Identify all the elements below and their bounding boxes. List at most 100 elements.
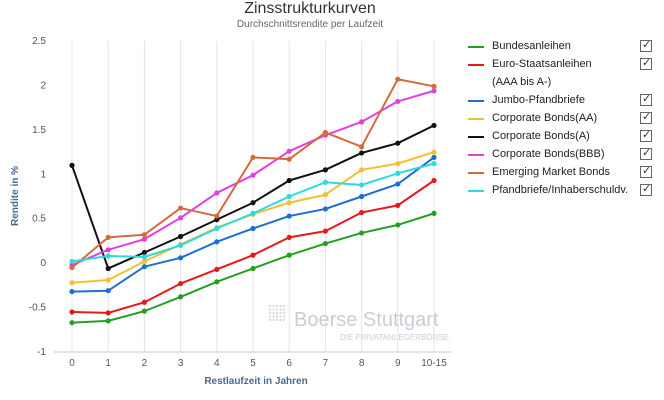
data-point[interactable] (214, 213, 220, 219)
legend-checkbox[interactable]: ✓ (640, 57, 652, 70)
legend-checkbox[interactable]: ✓ (640, 111, 652, 124)
data-point[interactable] (395, 161, 401, 167)
data-point[interactable] (141, 249, 147, 256)
data-point[interactable] (359, 150, 365, 156)
legend-item[interactable]: Bundesanleihen ✓ (468, 38, 658, 56)
data-point[interactable] (178, 215, 184, 221)
data-point[interactable] (214, 190, 220, 196)
data-point[interactable] (431, 122, 437, 129)
data-point[interactable] (214, 266, 220, 272)
data-point[interactable] (141, 254, 147, 260)
watermark-dot (272, 311, 275, 315)
data-point[interactable] (250, 210, 256, 216)
data-point[interactable] (178, 294, 184, 300)
data-point[interactable] (250, 252, 256, 258)
data-point[interactable] (359, 144, 365, 150)
data-point[interactable] (359, 167, 365, 173)
data-point[interactable] (431, 161, 437, 167)
legend-checkbox[interactable]: ✓ (640, 39, 652, 52)
data-point[interactable] (69, 264, 75, 271)
data-point[interactable] (286, 234, 292, 240)
data-point[interactable] (359, 119, 365, 125)
data-point[interactable] (214, 225, 220, 232)
legend-item[interactable]: Jumbo-Pfandbriefe ✓ (468, 92, 658, 110)
data-point[interactable] (395, 202, 401, 208)
data-point[interactable] (105, 234, 111, 240)
legend-item[interactable]: Corporate Bonds(A) ✓ (468, 128, 658, 146)
data-point[interactable] (395, 170, 401, 176)
data-point[interactable] (250, 172, 256, 178)
data-point[interactable] (141, 299, 147, 305)
legend-item[interactable]: Euro-Staatsanleihen (AAA bis A-) ✓ (468, 56, 658, 92)
data-point[interactable] (69, 280, 75, 286)
data-point[interactable] (105, 318, 111, 324)
data-point[interactable] (431, 88, 437, 94)
legend-checkbox[interactable]: ✓ (640, 183, 652, 196)
data-point[interactable] (395, 76, 401, 82)
data-point[interactable] (286, 213, 292, 219)
data-point[interactable] (250, 265, 256, 272)
data-point[interactable] (286, 156, 292, 162)
data-point[interactable] (322, 179, 328, 185)
data-point[interactable] (359, 230, 365, 236)
data-point[interactable] (178, 280, 184, 287)
data-point[interactable] (322, 129, 328, 136)
data-point[interactable] (69, 320, 75, 326)
data-point[interactable] (250, 200, 256, 206)
data-point[interactable] (105, 277, 111, 283)
data-point[interactable] (250, 225, 256, 232)
data-point[interactable] (431, 149, 437, 155)
data-point[interactable] (141, 258, 147, 264)
data-point[interactable] (322, 228, 328, 234)
data-point[interactable] (69, 162, 75, 168)
data-point[interactable] (286, 177, 292, 184)
legend-item[interactable]: Corporate Bonds(AA) ✓ (468, 110, 658, 128)
data-point[interactable] (395, 140, 401, 146)
data-point[interactable] (105, 253, 111, 259)
data-point[interactable] (105, 265, 111, 272)
data-point[interactable] (141, 236, 147, 242)
data-point[interactable] (141, 232, 147, 238)
legend-item[interactable]: Pfandbriefe/Inhaberschuldv. ✓ (468, 182, 658, 200)
data-point[interactable] (322, 167, 328, 173)
data-point[interactable] (395, 181, 401, 187)
legend-checkbox[interactable]: ✓ (640, 165, 652, 178)
data-point[interactable] (69, 258, 75, 264)
legend-checkbox[interactable]: ✓ (640, 147, 652, 160)
data-point[interactable] (250, 154, 256, 161)
data-point[interactable] (431, 154, 437, 161)
legend-item[interactable]: Emerging Market Bonds ✓ (468, 164, 658, 182)
data-point[interactable] (322, 192, 328, 198)
data-point[interactable] (178, 233, 184, 240)
data-point[interactable] (395, 98, 401, 105)
data-point[interactable] (141, 308, 147, 314)
data-point[interactable] (69, 309, 75, 315)
data-point[interactable] (105, 247, 111, 253)
data-point[interactable] (214, 217, 220, 223)
data-point[interactable] (286, 148, 292, 154)
legend-item[interactable]: Corporate Bonds(BBB) ✓ (468, 146, 658, 164)
data-point[interactable] (105, 310, 111, 316)
data-point[interactable] (141, 264, 147, 270)
data-point[interactable] (105, 288, 111, 294)
data-point[interactable] (178, 255, 184, 261)
data-point[interactable] (322, 206, 328, 212)
data-point[interactable] (286, 252, 292, 258)
legend-checkbox[interactable]: ✓ (640, 129, 652, 142)
data-point[interactable] (431, 83, 437, 89)
data-point[interactable] (286, 193, 292, 200)
data-point[interactable] (178, 242, 184, 248)
data-point[interactable] (395, 222, 401, 228)
data-point[interactable] (214, 279, 220, 285)
legend-checkbox[interactable]: ✓ (640, 93, 652, 106)
data-point[interactable] (359, 193, 365, 200)
data-point[interactable] (359, 209, 365, 216)
data-point[interactable] (69, 288, 75, 295)
data-point[interactable] (178, 205, 184, 211)
data-point[interactable] (214, 239, 220, 245)
data-point[interactable] (431, 210, 437, 216)
data-point[interactable] (359, 182, 365, 188)
data-point[interactable] (431, 177, 437, 184)
data-point[interactable] (286, 200, 292, 206)
data-point[interactable] (322, 240, 328, 247)
